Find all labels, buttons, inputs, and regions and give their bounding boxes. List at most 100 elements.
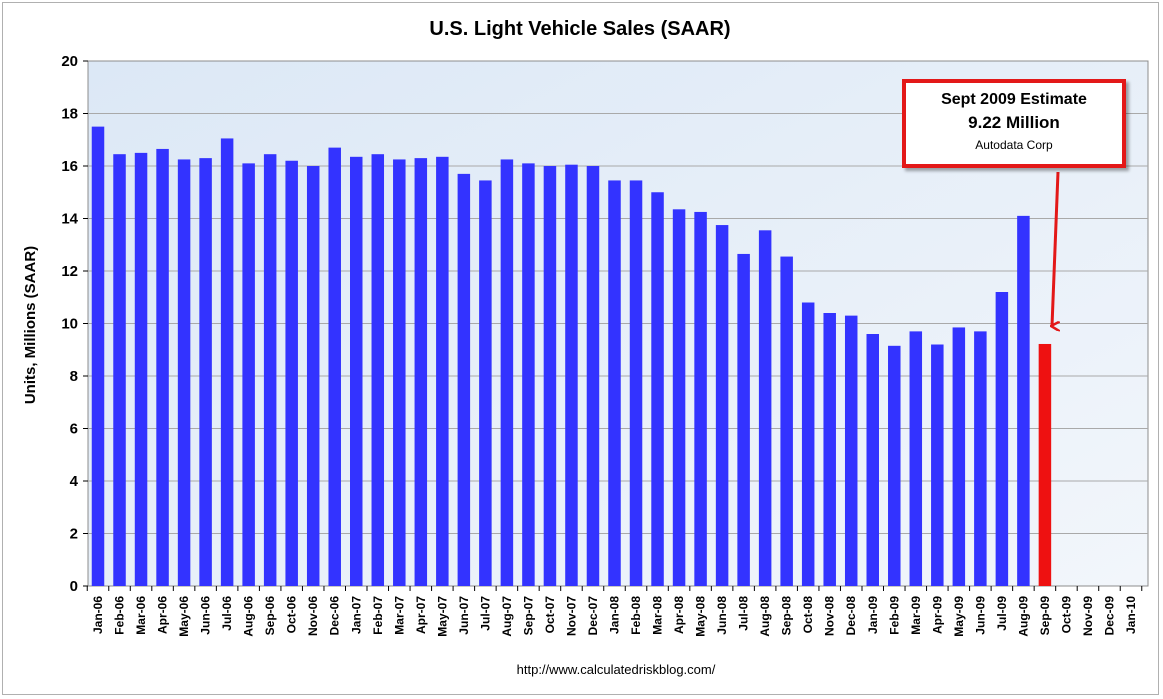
bar [177,159,191,586]
bar [242,163,255,586]
x-tick-label: Jun-06 [199,596,213,635]
bar [801,302,815,586]
bar [285,160,298,586]
bar [629,180,643,586]
callout-title: Sept 2009 Estimate [941,91,1087,108]
x-tick-label: Jun-08 [715,596,729,635]
x-tick-label: May-06 [177,596,191,637]
bar [328,147,341,586]
x-tick-label: Jan-06 [91,596,105,634]
x-tick-label: Sep-07 [521,596,535,636]
x-tick-label: Aug-07 [500,596,514,637]
bar [113,154,126,586]
bar [844,315,858,586]
x-tick-label: Oct-06 [285,596,299,634]
x-tick-label: Jul-06 [220,596,234,631]
bar [91,126,105,586]
y-tick-label: 10 [61,316,78,333]
bar [350,156,363,586]
x-tick-label: Jun-09 [973,596,987,635]
x-tick-label: Jan-09 [866,596,880,634]
bar [263,154,277,586]
y-tick-label: 0 [70,578,78,595]
x-tick-label: May-07 [435,596,449,637]
bar [565,164,578,586]
bar [672,209,686,586]
x-tick-label: Oct-07 [543,596,557,634]
x-tick-label: Apr-07 [414,596,428,634]
bar [866,334,879,586]
callout-arrow [1052,171,1058,326]
x-tick-label: Oct-09 [1059,596,1073,634]
bar [414,158,428,586]
y-axis-ticks: 0 2 4 6 8 10 12 14 16 18 20 [61,53,88,595]
x-axis-ticks: Jan-06 Feb-06 Mar-06 Apr-06 May-06 Jun-06 Jul-… [86,586,1143,637]
x-tick-label: Jan-10 [1124,596,1138,634]
bar [694,211,707,586]
bar [457,173,471,586]
bar [1017,215,1030,586]
bar [952,327,966,586]
bar [888,345,901,586]
estimate-callout: Sept 2009 Estimate 9.22 Million Autodata… [902,79,1126,168]
bar [586,166,600,586]
y-tick-label: 12 [61,263,78,280]
bar [974,331,987,586]
x-tick-label: Jul-08 [737,596,751,631]
bar [823,313,836,586]
x-tick-label: Sep-08 [780,596,794,636]
x-tick-label: Jan-07 [349,596,363,634]
y-tick-label: 6 [70,421,78,438]
bar [199,158,212,586]
y-tick-label: 18 [61,106,78,123]
x-tick-label: Nov-06 [306,596,320,636]
x-tick-label: Feb-09 [887,596,901,635]
bar [995,292,1009,586]
x-tick-label: Apr-08 [672,596,686,634]
x-tick-label: Aug-08 [758,596,772,637]
x-tick-label: Dec-07 [586,596,600,636]
bar-estimate [1038,343,1052,586]
x-tick-label: May-09 [952,596,966,637]
x-tick-label: Nov-08 [823,596,837,636]
x-tick-label: Dec-08 [844,596,858,636]
x-tick-label: Aug-06 [242,596,256,637]
bar [500,159,514,586]
x-tick-label: Sep-09 [1038,596,1052,636]
y-tick-label: 14 [61,211,78,228]
x-tick-label: Nov-07 [564,596,578,636]
source-url: http://www.calculatedriskblog.com/ [517,662,716,677]
x-tick-label: Jul-07 [478,596,492,631]
x-tick-label: Jan-08 [608,596,622,634]
x-tick-label: Apr-09 [930,596,944,634]
x-tick-label: Dec-09 [1102,596,1116,636]
bar [393,159,406,586]
bar [651,192,664,586]
x-tick-label: Oct-08 [801,596,815,634]
bar [737,253,750,586]
x-tick-label: Mar-08 [651,596,665,635]
x-tick-label: Mar-06 [134,596,148,635]
x-tick-label: Jul-09 [995,596,1009,631]
bar [220,138,234,586]
bar [780,256,793,586]
bar [522,163,535,586]
y-tick-label: 20 [61,53,78,70]
bar [306,166,320,586]
y-tick-label: 2 [70,526,78,543]
x-tick-label: Feb-06 [113,596,127,635]
bars [91,126,1052,586]
x-tick-label: Jun-07 [457,596,471,635]
bar [371,154,385,586]
bar [715,225,729,586]
y-axis-label: Units, Millions (SAAR) [22,246,39,404]
x-tick-label: Nov-09 [1081,596,1095,636]
bar [608,180,621,586]
bar [156,148,169,586]
y-tick-label: 8 [70,368,78,385]
x-tick-label: Feb-07 [371,596,385,635]
x-tick-label: May-08 [694,596,708,637]
bar [758,230,772,586]
x-tick-label: Mar-07 [392,596,406,635]
chart-title: U.S. Light Vehicle Sales (SAAR) [429,18,730,40]
